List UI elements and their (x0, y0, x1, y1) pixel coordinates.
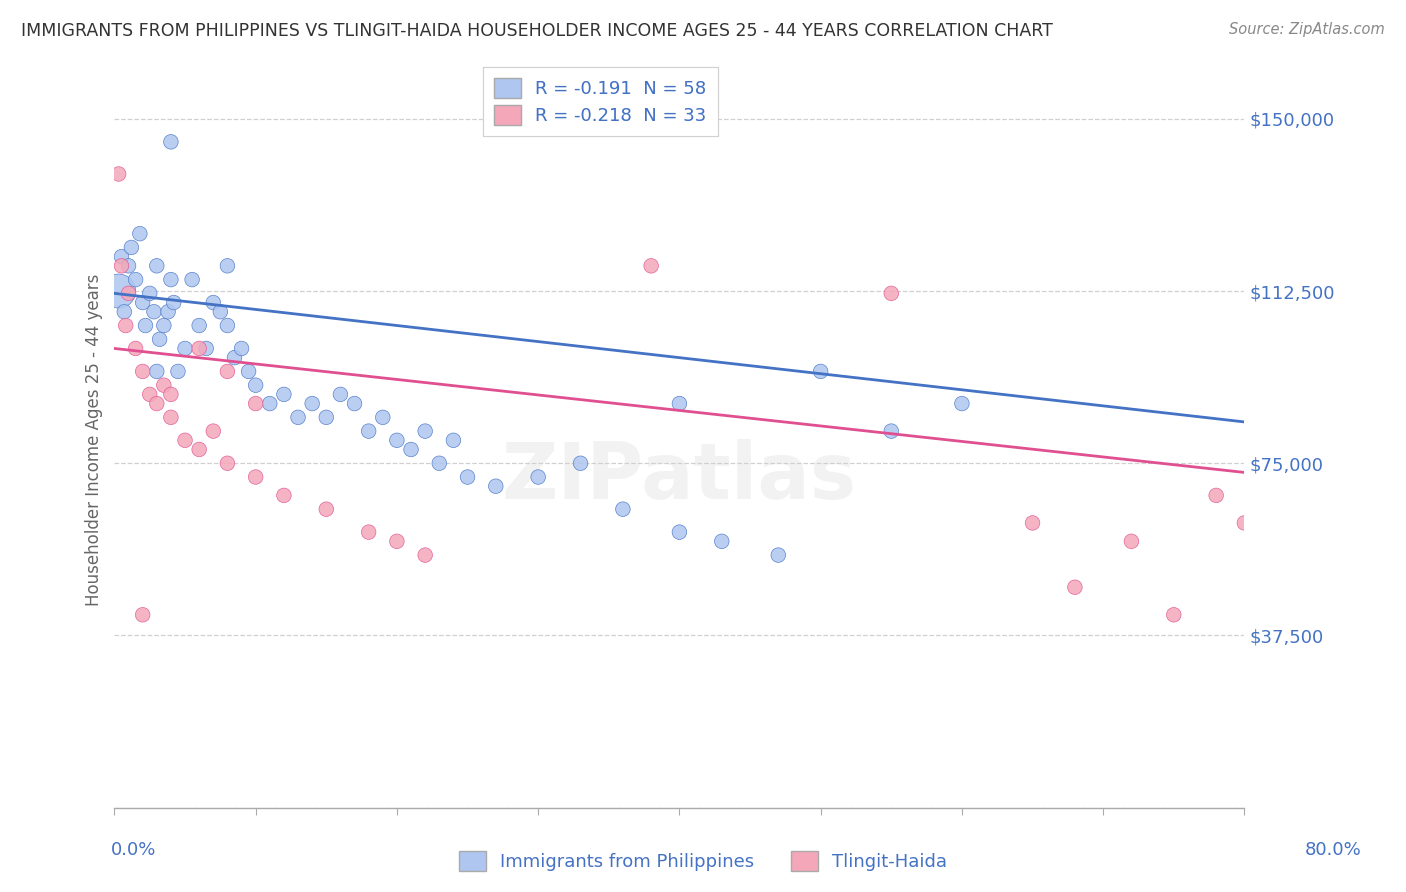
Point (259, 396, 281, 410)
Text: ZIPatlas: ZIPatlas (502, 439, 856, 515)
Point (188, 442, 211, 457)
Point (273, 387, 295, 401)
Point (146, 396, 169, 410)
Point (188, 318, 211, 333)
Point (146, 259, 169, 273)
Point (950, 396, 973, 410)
Point (163, 295, 186, 310)
Point (112, 304, 135, 318)
Point (385, 534, 408, 549)
Point (612, 502, 634, 516)
Text: 80.0%: 80.0% (1305, 840, 1361, 858)
Point (124, 342, 146, 356)
Point (245, 378, 267, 392)
Point (880, 424, 903, 438)
Point (1021, 516, 1043, 530)
Point (217, 456, 239, 470)
Point (238, 364, 260, 378)
Point (138, 286, 160, 301)
Point (138, 387, 160, 401)
Point (217, 259, 239, 273)
Point (174, 434, 197, 448)
Point (124, 272, 146, 286)
Point (710, 534, 733, 549)
Point (153, 378, 176, 392)
Point (357, 525, 380, 540)
Point (174, 342, 197, 356)
Point (149, 332, 172, 346)
Point (385, 434, 408, 448)
Point (209, 304, 232, 318)
Point (107, 284, 129, 298)
Text: IMMIGRANTS FROM PHILIPPINES VS TLINGIT-HAIDA HOUSEHOLDER INCOME AGES 25 - 44 YEA: IMMIGRANTS FROM PHILIPPINES VS TLINGIT-H… (21, 22, 1053, 40)
Point (107, 167, 129, 181)
Point (457, 470, 479, 484)
Legend: R = -0.191  N = 58, R = -0.218  N = 33: R = -0.191 N = 58, R = -0.218 N = 33 (484, 67, 717, 136)
Point (195, 342, 218, 356)
Point (157, 304, 180, 318)
Point (1163, 607, 1185, 622)
Y-axis label: Householder Income Ages 25 - 44 years: Householder Income Ages 25 - 44 years (86, 274, 103, 607)
Point (160, 272, 183, 286)
Point (143, 304, 166, 318)
Point (1233, 516, 1256, 530)
Point (181, 272, 204, 286)
Point (217, 364, 239, 378)
Point (810, 364, 832, 378)
Point (114, 318, 136, 333)
Point (160, 387, 183, 401)
Point (131, 295, 153, 310)
Point (131, 364, 153, 378)
Point (315, 502, 337, 516)
Point (427, 456, 450, 470)
Point (399, 442, 422, 457)
Point (202, 424, 225, 438)
Text: Source: ZipAtlas.com: Source: ZipAtlas.com (1229, 22, 1385, 37)
Point (329, 387, 352, 401)
Point (167, 364, 190, 378)
Point (640, 259, 662, 273)
Point (245, 396, 267, 410)
Point (343, 396, 366, 410)
Text: 0.0%: 0.0% (111, 840, 156, 858)
Point (441, 434, 464, 448)
Point (357, 424, 380, 438)
Point (413, 424, 436, 438)
Legend: Immigrants from Philippines, Tlingit-Haida: Immigrants from Philippines, Tlingit-Hai… (451, 844, 955, 879)
Point (1064, 580, 1087, 594)
Point (134, 318, 156, 333)
Point (1121, 534, 1143, 549)
Point (569, 456, 592, 470)
Point (224, 351, 246, 365)
Point (110, 259, 132, 273)
Point (1205, 488, 1227, 502)
Point (217, 318, 239, 333)
Point (880, 286, 903, 301)
Point (128, 227, 150, 241)
Point (371, 410, 394, 425)
Point (315, 410, 337, 425)
Point (110, 250, 132, 264)
Point (287, 410, 309, 425)
Point (485, 479, 508, 493)
Point (160, 135, 183, 149)
Point (273, 488, 295, 502)
Point (527, 470, 550, 484)
Point (117, 259, 139, 273)
Point (301, 396, 323, 410)
Point (160, 410, 183, 425)
Point (146, 364, 169, 378)
Point (413, 548, 436, 562)
Point (768, 548, 790, 562)
Point (668, 396, 690, 410)
Point (117, 286, 139, 301)
Point (231, 342, 253, 356)
Point (120, 240, 142, 254)
Point (668, 525, 690, 540)
Point (131, 607, 153, 622)
Point (245, 470, 267, 484)
Point (153, 318, 176, 333)
Point (188, 342, 211, 356)
Point (202, 295, 225, 310)
